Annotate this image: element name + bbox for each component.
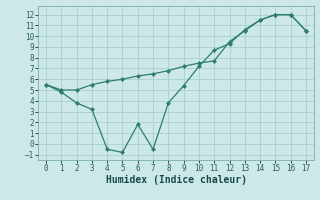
X-axis label: Humidex (Indice chaleur): Humidex (Indice chaleur) — [106, 175, 246, 185]
